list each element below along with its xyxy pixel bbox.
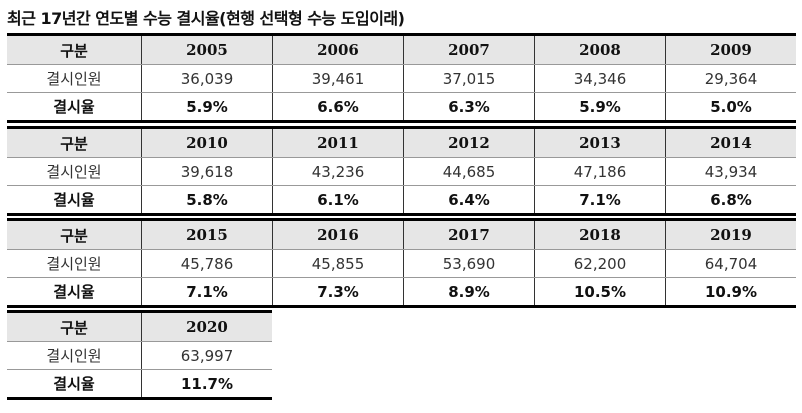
year-cell: 2008 [534,34,666,65]
row-label: 결시율 [53,98,95,116]
count-cell: 37,015 [403,64,535,93]
rate-cell: 5.9% [141,92,273,122]
year-cell: 2010 [141,127,273,158]
rate-cell: 7.1% [534,185,666,215]
count-cell: 39,461 [272,64,404,93]
count-cell: 34,346 [534,64,666,93]
year-cell: 2018 [534,219,666,250]
table-row: 결시율 11.7% [7,369,272,399]
rate-cell: 5.8% [141,185,273,215]
table-row: 구분 2015 2016 2017 2018 2019 [7,219,796,250]
rate-cell: 5.0% [665,92,796,122]
rate-cell: 6.4% [403,185,535,215]
row-label: 구분 [7,219,142,250]
dropout-rate-table: 구분 2015 2016 2017 2018 2019 결시인원 45,786 45,855 53… [7,218,796,308]
count-cell: 47,186 [534,157,666,186]
count-cell: 43,236 [272,157,404,186]
count-cell: 29,364 [665,64,796,93]
rate-cell: 6.1% [272,185,404,215]
year-cell: 2014 [665,127,796,158]
rate-cell: 6.3% [403,92,535,122]
count-cell: 62,200 [534,249,666,278]
rate-cell: 8.9% [403,277,535,307]
row-label: 결시율 [53,375,95,393]
year-cell: 2012 [403,127,535,158]
year-cell: 2013 [534,127,666,158]
count-cell: 39,618 [141,157,273,186]
row-label: 결시율 [53,191,95,209]
count-cell: 63,997 [141,341,272,370]
rate-cell: 10.5% [534,277,666,307]
table-row: 결시율 5.9% 6.6% 6.3% 5.9% 5.0% [7,92,796,122]
row-label: 결시인원 [7,249,142,278]
year-cell: 2006 [272,34,404,65]
table-row: 결시인원 63,997 [7,341,272,370]
dropout-rate-table: 구분 2020 결시인원 63,997 결시율 11.7% [7,310,272,400]
rate-cell: 6.8% [665,185,796,215]
count-cell: 44,685 [403,157,535,186]
row-label: 결시인원 [7,341,142,370]
rate-cell: 6.6% [272,92,404,122]
table-row: 구분 2010 2011 2012 2013 2014 [7,127,796,158]
year-cell: 2011 [272,127,404,158]
page-title: 최근 17년간 연도별 수능 결시율(현행 선택형 수능 도입이래) [7,9,405,28]
year-cell: 2009 [665,34,796,65]
dropout-rate-table: 구분 2005 2006 2007 2008 2009 결시인원 36,039 39,461 37… [7,33,796,123]
count-cell: 36,039 [141,64,273,93]
count-cell: 45,786 [141,249,273,278]
row-label: 구분 [7,127,142,158]
dropout-rate-table: 구분 2010 2011 2012 2013 2014 결시인원 39,618 43,236 44… [7,126,796,216]
count-cell: 43,934 [665,157,796,186]
rate-cell: 7.1% [141,277,273,307]
rate-cell: 10.9% [665,277,796,307]
year-cell: 2019 [665,219,796,250]
table-row: 구분 2020 [7,311,272,342]
year-cell: 2020 [141,311,272,342]
table-row: 결시인원 39,618 43,236 44,685 47,186 43,934 [7,157,796,186]
year-cell: 2007 [403,34,535,65]
rate-cell: 7.3% [272,277,404,307]
rate-cell: 11.7% [141,369,272,399]
count-cell: 45,855 [272,249,404,278]
year-cell: 2005 [141,34,273,65]
year-cell: 2016 [272,219,404,250]
table-row: 결시율 7.1% 7.3% 8.9% 10.5% 10.9% [7,277,796,307]
year-cell: 2017 [403,219,535,250]
rate-cell: 5.9% [534,92,666,122]
count-cell: 53,690 [403,249,535,278]
row-label: 구분 [7,34,142,65]
table-row: 결시인원 45,786 45,855 53,690 62,200 64,704 [7,249,796,278]
table-row: 구분 2005 2006 2007 2008 2009 [7,34,796,65]
row-label: 구분 [7,311,142,342]
row-label: 결시율 [53,283,95,301]
row-label: 결시인원 [7,64,142,93]
year-cell: 2015 [141,219,273,250]
count-cell: 64,704 [665,249,796,278]
table-row: 결시율 5.8% 6.1% 6.4% 7.1% 6.8% [7,185,796,215]
row-label: 결시인원 [7,157,142,186]
table-row: 결시인원 36,039 39,461 37,015 34,346 29,364 [7,64,796,93]
